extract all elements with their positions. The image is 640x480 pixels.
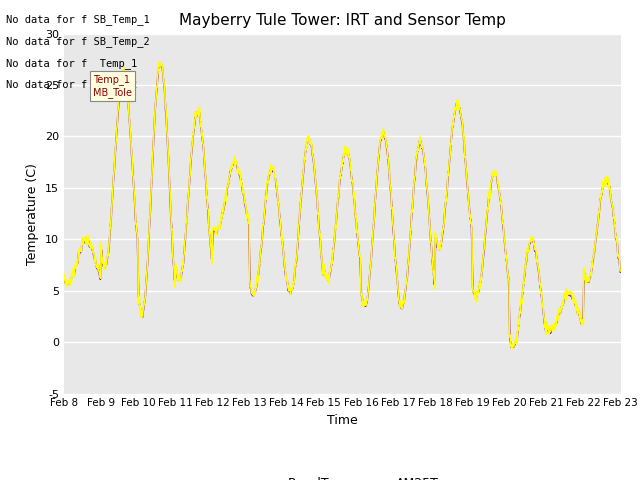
Y-axis label: Temperature (C): Temperature (C): [26, 163, 40, 264]
Legend: PanelT, AM25T: PanelT, AM25T: [241, 472, 444, 480]
Text: No data for f  Temp_2: No data for f Temp_2: [6, 79, 138, 90]
Title: Mayberry Tule Tower: IRT and Sensor Temp: Mayberry Tule Tower: IRT and Sensor Temp: [179, 13, 506, 28]
X-axis label: Time: Time: [327, 414, 358, 427]
Text: No data for f SB_Temp_1: No data for f SB_Temp_1: [6, 14, 150, 25]
Text: No data for f SB_Temp_2: No data for f SB_Temp_2: [6, 36, 150, 47]
Text: Temp_1
MB_Tole: Temp_1 MB_Tole: [93, 74, 132, 98]
Text: No data for f  Temp_1: No data for f Temp_1: [6, 58, 138, 69]
